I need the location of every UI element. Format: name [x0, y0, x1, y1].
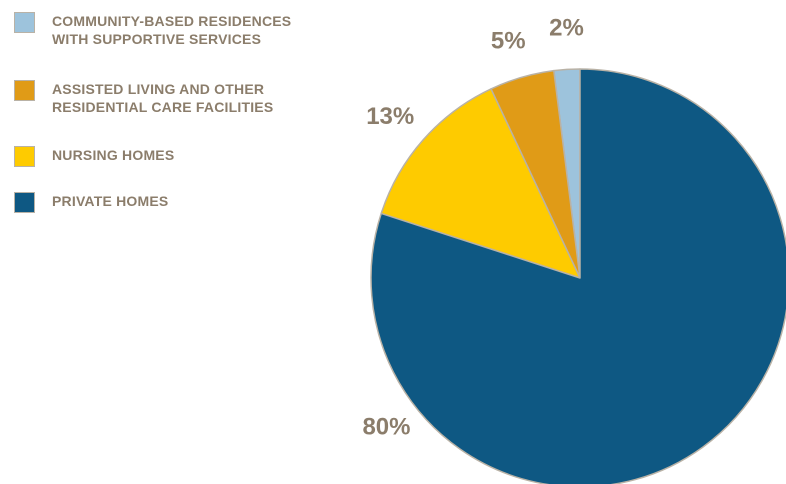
value-label-private-homes: 80% [362, 414, 410, 441]
legend-label-assisted-living: ASSISTED LIVING AND OTHER RESIDENTIAL CA… [52, 80, 352, 116]
legend-label-private-homes: PRIVATE HOMES [52, 192, 352, 210]
slice-private-homes [370, 68, 786, 484]
legend-label-nursing-homes: NURSING HOMES [52, 146, 352, 164]
value-label-community-based: 2% [549, 14, 584, 41]
legend-item-community-based: COMMUNITY-BASED RESIDENCES WITH SUPPORTI… [14, 12, 352, 48]
legend-label-community-based: COMMUNITY-BASED RESIDENCES WITH SUPPORTI… [52, 12, 352, 48]
legend-label-line1: PRIVATE HOMES [52, 193, 169, 209]
legend-item-private-homes: PRIVATE HOMES [14, 192, 352, 213]
legend-item-assisted-living: ASSISTED LIVING AND OTHER RESIDENTIAL CA… [14, 80, 352, 116]
legend-label-line2: WITH SUPPORTIVE SERVICES [52, 31, 262, 47]
legend-label-line1: NURSING HOMES [52, 147, 175, 163]
value-label-nursing-homes: 13% [366, 103, 414, 130]
value-label-assisted-living: 5% [491, 28, 526, 55]
legend-swatch-community-based [14, 12, 35, 33]
legend-swatch-nursing-homes [14, 146, 35, 167]
legend-swatch-assisted-living [14, 80, 35, 101]
pie-value-labels: 2% 5% 13% 80% [362, 14, 583, 440]
pie-slices [370, 68, 786, 484]
legend-swatch-private-homes [14, 192, 35, 213]
legend-item-nursing-homes: NURSING HOMES [14, 146, 352, 167]
slice-nursing-homes [380, 88, 581, 279]
legend-label-line1: COMMUNITY-BASED RESIDENCES [52, 13, 292, 29]
legend-label-line1: ASSISTED LIVING AND OTHER [52, 81, 265, 97]
legend-label-line2: RESIDENTIAL CARE FACILITIES [52, 99, 274, 115]
